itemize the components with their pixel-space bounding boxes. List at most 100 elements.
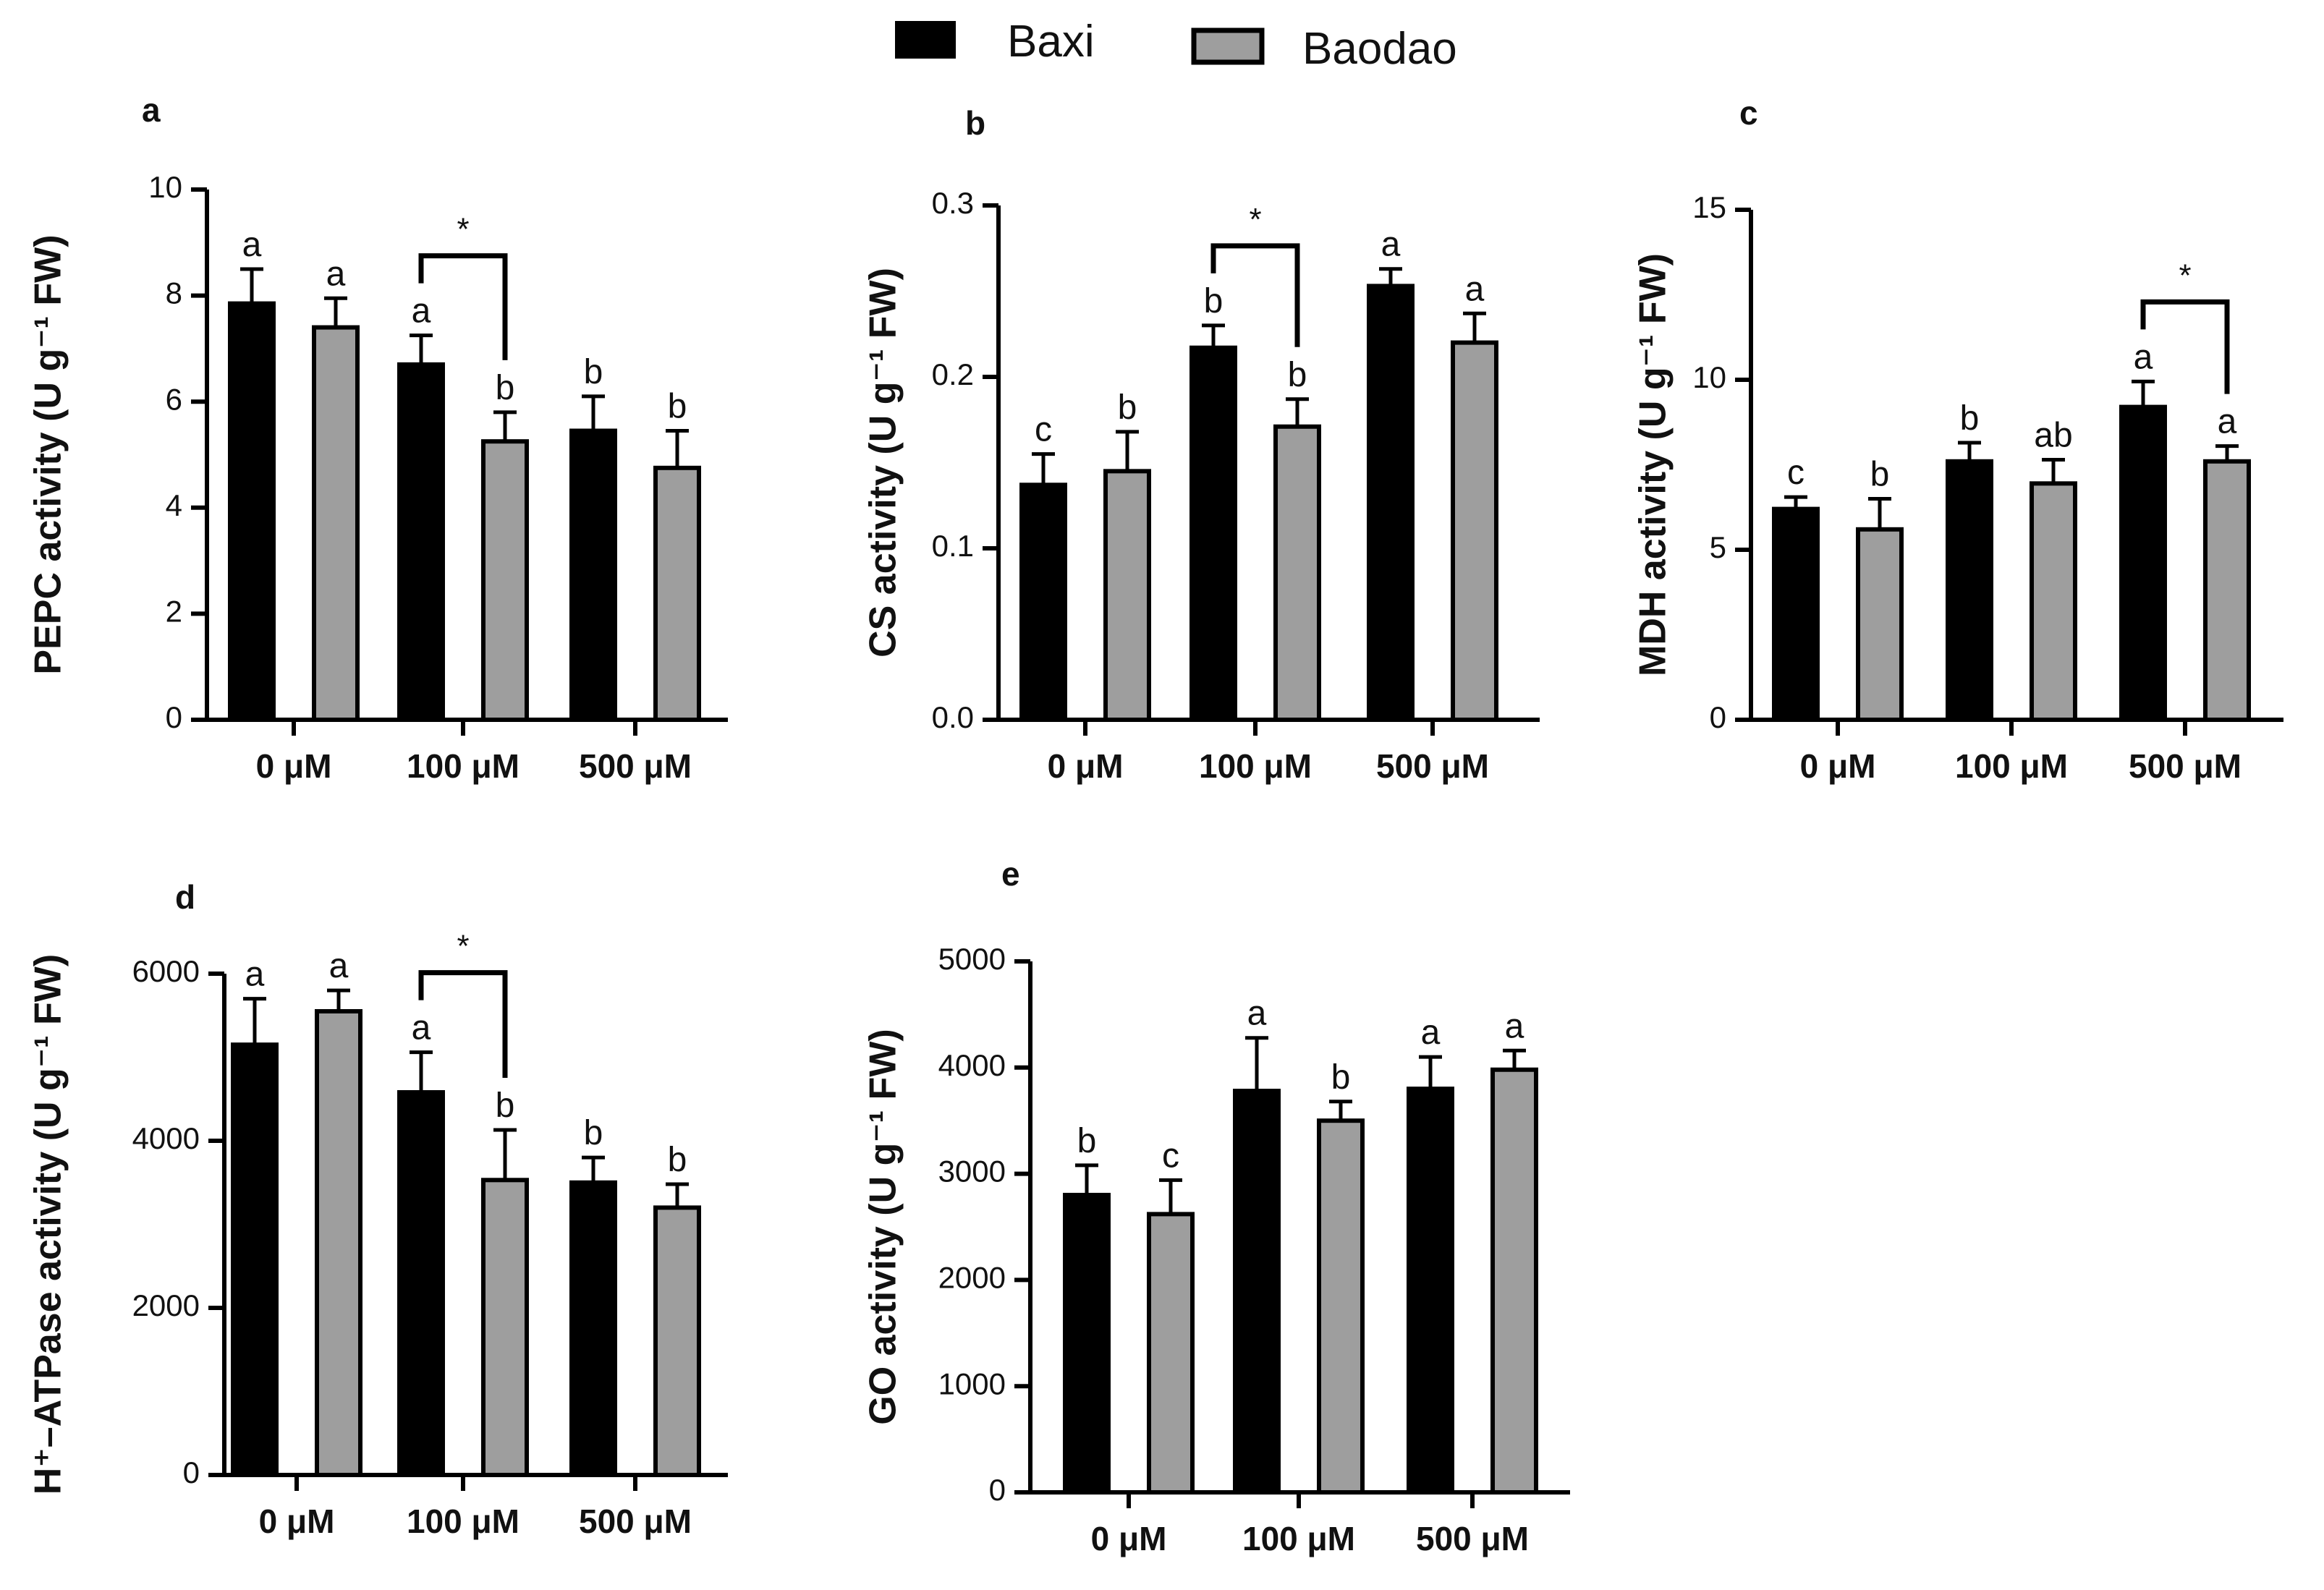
significance-letter: a (412, 292, 431, 331)
significance-letter: b (584, 1114, 603, 1152)
significance-letter: b (496, 1087, 515, 1125)
significance-letter: a (245, 956, 265, 994)
x-tick-label: 500 μM (2129, 747, 2242, 785)
significance-letter: b (1288, 356, 1307, 394)
bar-baxi-2 (569, 1180, 617, 1477)
significance-bracket (418, 970, 508, 1078)
x-tick-label: 500 μM (1376, 747, 1489, 785)
significance-letter: a (412, 1009, 431, 1047)
significance-letter: a (1247, 995, 1267, 1033)
y-tick-label: 5000 (938, 942, 1006, 976)
panel-e: e GO activity (U g⁻¹ FW) 0 1000 2000 3000 4000… (862, 855, 1570, 1557)
bar-baxi-0 (1063, 1192, 1111, 1495)
bar-baodao-0 (1856, 527, 1904, 722)
bar-baxi-2 (1367, 284, 1415, 722)
y-tick-label: 2 (166, 594, 182, 628)
panel-c: c MDH activity (U g⁻¹ FW) 0 5 10 15 0 μM 100 μM… (1632, 94, 2283, 785)
significance-letter: a (1421, 1013, 1441, 1052)
x-tick-label: 0 μM (1091, 1520, 1167, 1557)
significance-letter: a (2218, 403, 2237, 441)
significance-star: * (457, 212, 469, 247)
x-tick-label: 500 μM (579, 747, 692, 785)
significance-letter: a (1505, 1007, 1524, 1045)
bar-baodao-2 (653, 1205, 701, 1478)
y-tick-label: 10 (1692, 360, 1726, 394)
bar-baxi-2 (2119, 404, 2167, 722)
significance-letter: b (1077, 1122, 1097, 1160)
y-tick-label: 4 (166, 488, 182, 522)
legend-label-baodao: Baodao (1302, 24, 1457, 74)
significance-star: * (2179, 258, 2191, 293)
significance-letter: b (584, 353, 603, 391)
significance-letter: b (1118, 388, 1137, 427)
bar-baxi-0 (231, 1042, 279, 1478)
bar-baodao-0 (312, 325, 360, 722)
y-tick-label: 6 (166, 382, 182, 416)
bar-baxi-2 (1407, 1087, 1454, 1495)
significance-letter: b (668, 1141, 687, 1179)
x-tick-label: 100 μM (407, 1502, 519, 1540)
x-tick-label: 0 μM (1048, 747, 1124, 785)
significance-letter: a (326, 255, 346, 293)
bar-baxi-2 (569, 428, 617, 722)
bar-baodao-1 (1317, 1118, 1365, 1495)
y-tick-label: 1000 (938, 1366, 1006, 1400)
bar-baodao-1 (2030, 481, 2077, 722)
significance-letter: b (496, 369, 515, 407)
significance-letter: c (1035, 411, 1052, 449)
bar-baodao-1 (1273, 424, 1321, 722)
y-axis-title: H⁺–ATPase activity (U g⁻¹ FW) (27, 954, 69, 1495)
bar-baxi-0 (228, 301, 276, 723)
y-tick-label: 0 (989, 1473, 1006, 1507)
panel-b: b CS activity (U g⁻¹ FW) 0.0 0.1 0.2 0.3 0 μM 1… (862, 104, 1540, 785)
x-tick-label: 100 μM (1199, 747, 1312, 785)
bar-baxi-1 (1233, 1089, 1281, 1495)
y-axis-title: GO activity (U g⁻¹ FW) (862, 1029, 904, 1424)
x-tick-label: 0 μM (1800, 747, 1876, 785)
legend-label-baxi: Baxi (1007, 17, 1095, 67)
x-tick-label: 500 μM (1416, 1520, 1529, 1557)
y-tick-label: 0.3 (932, 186, 974, 220)
panel-d: d H⁺–ATPase activity (U g⁻¹ FW) 0 2000 4000 6… (27, 878, 728, 1540)
bar-baodao-0 (315, 1008, 362, 1477)
significance-letter: b (1960, 399, 1980, 438)
significance-bracket (2140, 299, 2230, 394)
y-tick-label: 3000 (938, 1155, 1006, 1189)
bar-baodao-2 (2203, 459, 2251, 722)
x-tick-label: 100 μM (1955, 747, 2068, 785)
bar-baodao-1 (481, 1178, 529, 1478)
y-tick-label: 0.0 (932, 700, 974, 734)
panel-letter: b (965, 104, 985, 142)
x-tick-label: 0 μM (259, 1502, 335, 1540)
bar-baodao-2 (1451, 340, 1498, 723)
significance-letter: b (1870, 456, 1890, 494)
significance-letter: c (1162, 1136, 1179, 1175)
y-tick-label: 2000 (132, 1288, 200, 1322)
y-tick-label: 4000 (938, 1048, 1006, 1082)
y-tick-label: 0 (1710, 700, 1726, 734)
significance-bracket (1210, 243, 1300, 347)
y-tick-label: 6000 (132, 954, 200, 988)
significance-letter: a (329, 947, 349, 985)
panel-letter: e (1001, 855, 1020, 893)
legend-swatch-baxi (895, 21, 956, 59)
y-axis-title: MDH activity (U g⁻¹ FW) (1632, 253, 1674, 676)
bar-baodao-2 (653, 465, 701, 722)
significance-letter: a (1465, 270, 1485, 308)
x-tick-label: 100 μM (1242, 1520, 1355, 1557)
bar-baxi-0 (1772, 506, 1820, 722)
significance-star: * (457, 929, 469, 964)
bar-baxi-1 (1189, 345, 1237, 722)
y-tick-label: 4000 (132, 1121, 200, 1155)
y-tick-label: 0.1 (932, 529, 974, 563)
panel-letter: d (175, 878, 195, 916)
significance-letter: a (242, 226, 262, 264)
significance-letter: b (1204, 282, 1224, 320)
bar-baxi-0 (1019, 482, 1067, 722)
bar-baodao-0 (1103, 469, 1151, 722)
y-axis-title: CS activity (U g⁻¹ FW) (862, 268, 904, 658)
bar-baodao-2 (1490, 1067, 1538, 1495)
significance-letter: a (2134, 338, 2153, 376)
